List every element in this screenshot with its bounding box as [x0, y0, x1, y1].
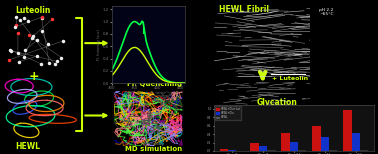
Text: HEWL Fibril: HEWL Fibril: [219, 5, 269, 14]
Legend: HEWL+Glu+Lut, HEWL+Glu, HEWL: HEWL+Glu+Lut, HEWL+Glu, HEWL: [215, 106, 241, 120]
Bar: [360, 150, 368, 151]
Text: HEWL: HEWL: [15, 142, 40, 151]
Text: MD simulation: MD simulation: [125, 146, 182, 152]
Bar: [321, 138, 329, 151]
Bar: [352, 133, 360, 151]
Bar: [343, 110, 352, 151]
Y-axis label: Fl. Intensity (a.u.): Fl. Intensity (a.u.): [97, 29, 101, 60]
Bar: [267, 150, 276, 151]
Bar: [259, 146, 267, 151]
Text: Fl. Quenching: Fl. Quenching: [127, 81, 182, 87]
Bar: [281, 133, 290, 151]
Bar: [298, 150, 307, 151]
Bar: [236, 150, 245, 151]
Bar: [290, 142, 298, 151]
Text: Glycation: Glycation: [257, 98, 298, 107]
Text: +: +: [29, 71, 39, 83]
Text: Luteolin: Luteolin: [15, 6, 51, 15]
Bar: [220, 149, 228, 151]
Bar: [312, 126, 321, 151]
Bar: [329, 150, 337, 151]
Text: pH 2.2
~65°C: pH 2.2 ~65°C: [319, 8, 333, 16]
Bar: [228, 150, 236, 151]
Text: + Luteolin: + Luteolin: [272, 76, 308, 81]
Bar: [251, 143, 259, 151]
X-axis label: Wavelength (nm): Wavelength (nm): [132, 91, 165, 95]
